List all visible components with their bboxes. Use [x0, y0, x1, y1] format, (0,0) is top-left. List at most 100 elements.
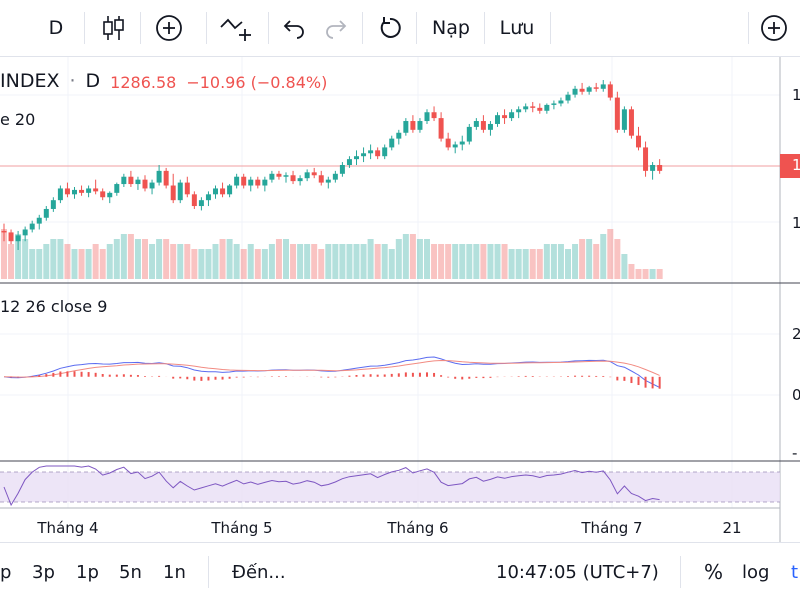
indicators-button[interactable]	[212, 0, 258, 56]
toolbar-divider	[416, 12, 417, 44]
volume-bar	[120, 234, 127, 279]
candle-body	[382, 147, 388, 157]
candle-body	[107, 192, 113, 198]
volume-bar	[163, 239, 170, 279]
goto-date-button[interactable]: Đến...	[232, 561, 286, 583]
volume-bar	[543, 244, 550, 279]
volume-bar	[198, 249, 205, 279]
volume-bar	[579, 239, 586, 279]
volume-bar	[311, 244, 318, 279]
reset-button[interactable]	[368, 0, 412, 56]
candle-body	[389, 138, 395, 148]
candle-body	[480, 121, 486, 130]
macd-legend[interactable]: 12 26 close 9	[0, 297, 108, 316]
auto-scale-button[interactable]: t	[791, 561, 799, 583]
volume-bar	[452, 244, 459, 279]
volume-bar	[177, 244, 184, 279]
candle-body	[438, 118, 444, 139]
candle-body	[614, 97, 620, 130]
volume-bar	[127, 234, 134, 279]
candle-body	[544, 104, 550, 111]
clock-timezone[interactable]: 10:47:05 (UTC+7)	[496, 561, 659, 583]
volume-bar	[170, 244, 177, 279]
last-price: 1286.58	[110, 73, 177, 92]
candle-body	[473, 121, 479, 127]
candle-body	[283, 175, 289, 177]
candle-body	[227, 185, 233, 195]
main-legend[interactable]: INDEX · D 1286.58 −10.96 (−0.84%)	[0, 70, 327, 92]
volume-bar	[635, 269, 642, 279]
candle-body	[8, 232, 14, 242]
undo-button[interactable]	[276, 0, 312, 56]
candle-body	[57, 188, 63, 201]
candle-body	[375, 150, 381, 157]
candle-body	[269, 173, 275, 180]
top-toolbar: D	[0, 0, 800, 57]
load-layout-button[interactable]: Nạp	[420, 0, 482, 56]
candle-body	[452, 144, 458, 148]
symbol-name: INDEX	[0, 70, 60, 92]
interval-button[interactable]: D	[30, 0, 82, 56]
candle-body	[15, 235, 21, 242]
chart-type-button[interactable]	[90, 0, 136, 56]
candle-body	[36, 217, 42, 224]
price-tick: 1	[792, 86, 800, 104]
volume-bar	[438, 244, 445, 279]
volume-bar	[529, 249, 536, 279]
range-button[interactable]: 1n	[163, 561, 186, 583]
undo-icon	[283, 20, 304, 39]
reload-icon	[380, 17, 401, 38]
volume-bar	[142, 239, 148, 279]
percent-scale-button[interactable]: %	[704, 560, 724, 584]
bottom-divider	[680, 556, 681, 588]
candle-body	[191, 194, 197, 207]
volume-bar	[586, 239, 593, 279]
candle-body	[339, 165, 345, 174]
volume-bar	[240, 249, 247, 279]
volume-bar	[501, 244, 508, 279]
ma-legend[interactable]: e 20	[0, 110, 36, 129]
log-scale-button[interactable]: log	[742, 561, 770, 583]
toolbar-divider	[362, 12, 363, 44]
volume-bar	[480, 244, 487, 279]
candles-icon	[103, 16, 124, 40]
candle-body	[459, 141, 465, 145]
candle-body	[502, 115, 508, 119]
candle-body	[149, 182, 155, 189]
range-button[interactable]: 5n	[119, 561, 142, 583]
save-layout-button[interactable]: Lưu	[488, 0, 546, 56]
volume-bar	[431, 244, 438, 279]
candle-body	[410, 121, 416, 130]
add-chart-button[interactable]	[754, 0, 794, 56]
redo-button[interactable]	[318, 0, 354, 56]
candle-body	[586, 87, 592, 92]
candle-body	[79, 189, 85, 193]
candle-body	[558, 100, 564, 104]
toolbar-divider	[550, 12, 551, 44]
volume-bar	[536, 249, 543, 279]
volume-bar	[247, 244, 254, 279]
volume-bar	[261, 249, 268, 279]
volume-bar	[99, 249, 106, 279]
volume-bar	[1, 229, 7, 279]
range-button[interactable]: 3p	[32, 561, 55, 583]
price-change: −10.96 (−0.84%)	[186, 73, 328, 92]
volume-bar	[642, 269, 649, 279]
volume-bar	[459, 244, 466, 279]
volume-bar	[212, 244, 219, 279]
volume-bar	[184, 244, 191, 279]
range-button[interactable]: 1p	[76, 561, 99, 583]
candle-body	[248, 179, 254, 186]
volume-bar	[78, 249, 85, 279]
chart-canvas[interactable]	[0, 57, 800, 542]
macd-line	[3, 356, 660, 388]
compare-button[interactable]	[146, 0, 192, 56]
candle-body	[43, 208, 49, 218]
month-label: Tháng 7	[581, 519, 643, 537]
macd-tick: 0	[792, 386, 800, 404]
macd-histogram	[10, 371, 661, 389]
candle-body	[29, 223, 35, 230]
volume-bar	[15, 234, 22, 279]
toolbar-divider	[140, 12, 141, 44]
range-button[interactable]: p	[0, 561, 12, 583]
